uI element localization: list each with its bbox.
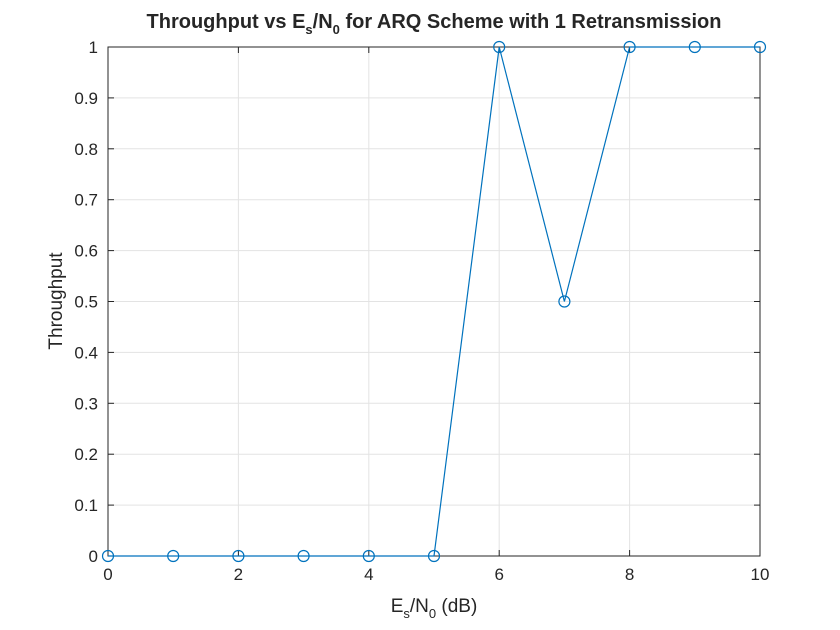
y-tick-labels: 0 0.1 0.2 0.3 0.4 0.5 0.6 0.7 0.8 0.9 1 <box>74 38 98 566</box>
y-tick-label: 0.8 <box>74 140 98 159</box>
x-tick-labels: 0 2 4 6 8 10 <box>103 565 769 584</box>
x-tick-label: 4 <box>364 565 373 584</box>
y-tick-label: 0.4 <box>74 343 98 362</box>
x-tick-label: 0 <box>103 565 112 584</box>
data-point <box>623 40 636 54</box>
data-point <box>232 549 245 563</box>
y-tick-label: 0 <box>89 547 98 566</box>
data-point <box>427 549 441 563</box>
data-point <box>101 549 115 563</box>
x-tick-label: 6 <box>494 565 503 584</box>
grid-lines <box>107 46 761 557</box>
data-point <box>558 295 571 308</box>
y-tick-label: 0.6 <box>74 242 98 261</box>
y-tick-label: 0.1 <box>74 496 98 515</box>
y-tick-label: 0.7 <box>74 191 98 210</box>
y-axis-label: Throughput <box>46 252 67 350</box>
chart-title: Throughput vs Es/N0 for ARQ Scheme with … <box>147 11 722 37</box>
y-tick-label: 0.9 <box>74 89 98 108</box>
y-tick-label: 0.3 <box>74 394 98 413</box>
data-point <box>167 549 180 563</box>
x-tick-label: 8 <box>625 565 634 584</box>
data-point <box>297 549 310 563</box>
series-group <box>101 40 767 563</box>
data-point <box>493 40 506 54</box>
y-tick-label: 0.5 <box>74 293 98 312</box>
data-point <box>362 549 375 563</box>
x-axis-label: Es/N0 (dB) <box>391 596 478 621</box>
series-line <box>108 46 760 557</box>
data-point <box>753 40 767 54</box>
y-tick-label: 1 <box>89 38 98 57</box>
x-tick-label: 10 <box>751 565 770 584</box>
x-tick-label: 2 <box>234 565 243 584</box>
y-tick-label: 0.2 <box>74 445 98 464</box>
data-point <box>688 40 701 54</box>
